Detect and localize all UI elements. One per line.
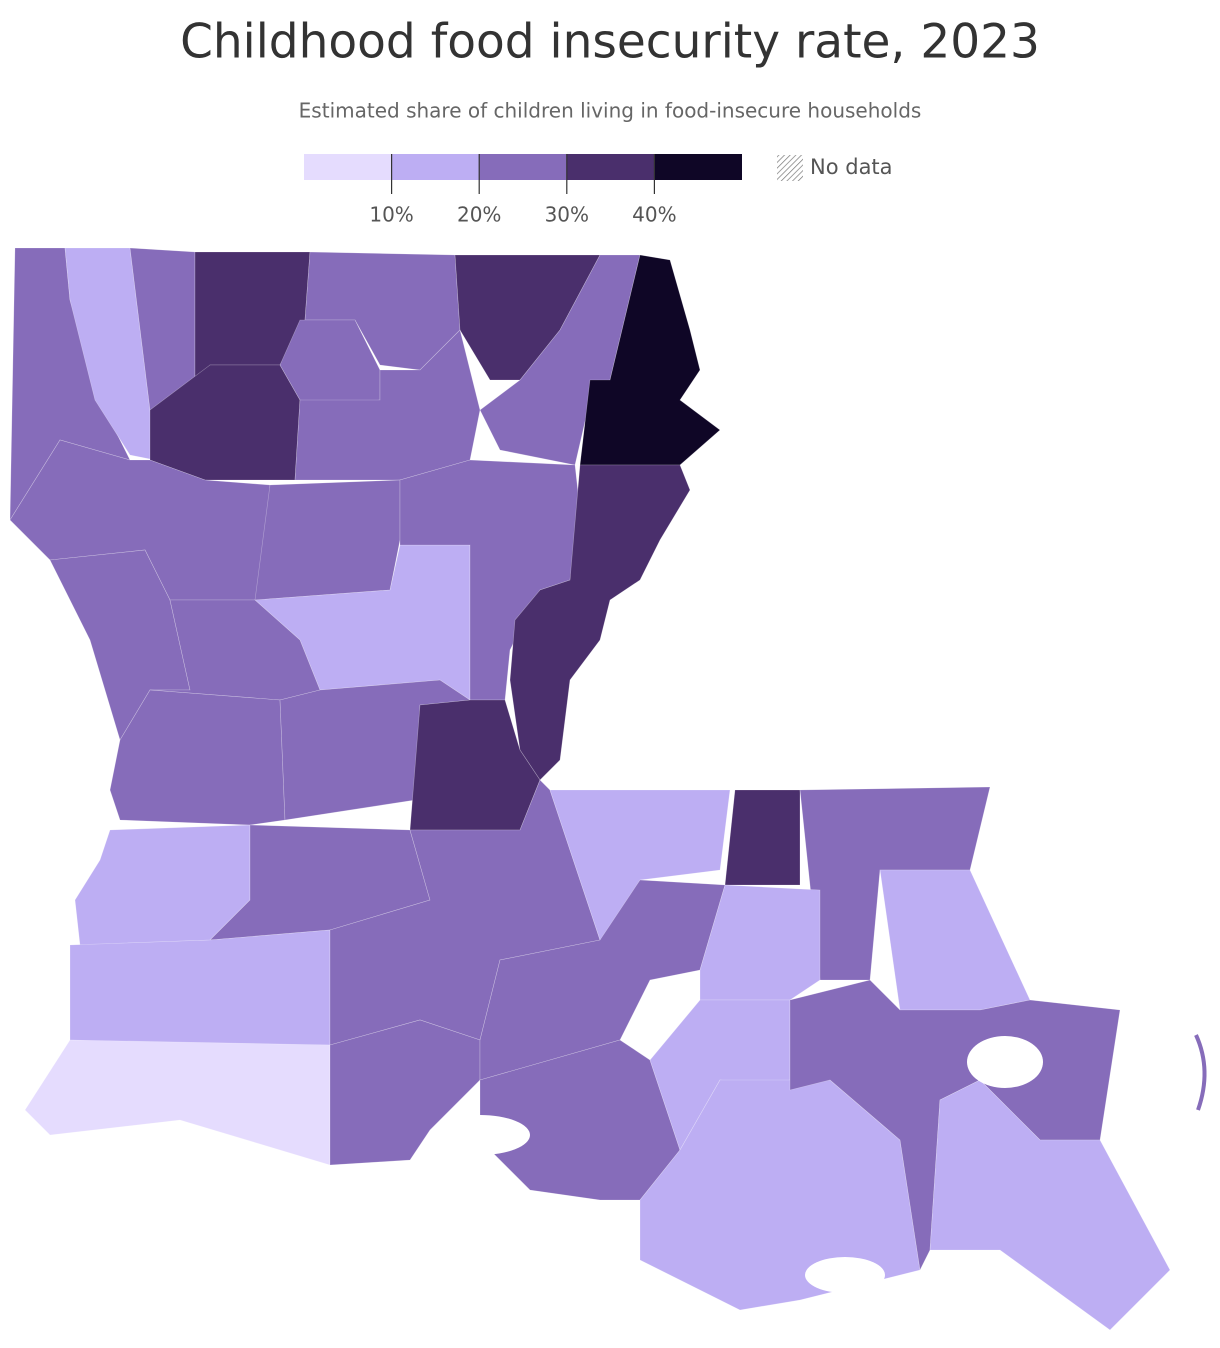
legend-tick-label: 20% xyxy=(457,203,501,227)
parish xyxy=(109,689,286,826)
legend-tick-label: 40% xyxy=(632,203,676,227)
parish xyxy=(294,329,481,481)
louisiana-map xyxy=(9,247,1207,1331)
parish xyxy=(509,464,691,781)
legend-tick-label: 10% xyxy=(369,203,413,227)
no-data-label: No data xyxy=(810,155,893,179)
lake xyxy=(430,1115,530,1155)
parish xyxy=(24,1039,331,1166)
legend-swatch xyxy=(391,154,480,180)
legend-swatch xyxy=(566,154,655,180)
parish xyxy=(69,929,331,1046)
parish xyxy=(64,247,156,461)
legend-swatch xyxy=(654,154,742,180)
legend-swatch xyxy=(304,154,392,180)
no-data-swatch xyxy=(777,155,803,181)
parish xyxy=(254,479,401,601)
legend: 10% 20% 30% 40% xyxy=(304,154,742,227)
parish xyxy=(329,1019,481,1166)
legend-tick-label: 30% xyxy=(545,203,589,227)
title: Childhood food insecurity rate, 2023 xyxy=(180,15,1040,70)
parish xyxy=(579,254,721,466)
legend-swatch xyxy=(479,154,567,180)
parish xyxy=(929,1079,1171,1331)
parish xyxy=(879,869,1031,1011)
island xyxy=(1194,1034,1207,1111)
parish xyxy=(724,789,801,886)
bay xyxy=(805,1257,885,1293)
lake xyxy=(967,1036,1043,1088)
parish xyxy=(479,879,726,1081)
subtitle: Estimated share of children living in fo… xyxy=(299,99,922,123)
